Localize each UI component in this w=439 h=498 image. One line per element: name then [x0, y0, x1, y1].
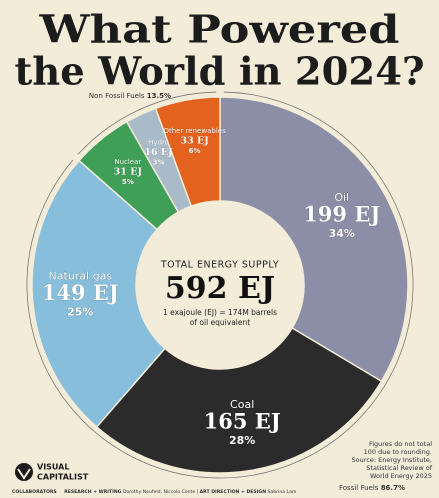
group-label: Fossil Fuels 86.7%: [339, 484, 405, 492]
title-line: the World in 2024?: [15, 49, 425, 94]
group-value: 13.5%: [147, 92, 171, 100]
brand: CAPITALIST: [37, 473, 89, 482]
credit: ART DIRECTION + DESIGN: [200, 489, 267, 495]
slice-name: Oil: [334, 191, 349, 204]
credit: COLLABORATORS: [12, 489, 57, 495]
center-note: of oil equivalent: [190, 318, 250, 327]
source-line: World Energy 2025: [370, 472, 432, 480]
slice-share: 3%: [153, 159, 165, 167]
slice-name: Other renewables: [163, 127, 226, 135]
center-note: 1 exajoule (EJ) = 174M barrels: [163, 308, 277, 317]
slice-share: 28%: [229, 434, 255, 447]
slice-share: 6%: [189, 147, 201, 155]
slice-name: Hydro: [148, 139, 169, 147]
slice-name: Natural gas: [49, 269, 113, 282]
brand-logo: [15, 463, 33, 481]
center-disc: [136, 201, 304, 369]
slice-value: 33 EJ: [180, 136, 209, 147]
slice-name: Nuclear: [114, 158, 141, 166]
group-arc: [77, 91, 217, 155]
center-heading: TOTAL ENERGY SUPPLY: [160, 260, 279, 271]
slice-share: 34%: [329, 227, 355, 240]
center-total: 592 EJ: [165, 271, 275, 306]
group-label: Non Fossil Fuels 13.5%: [89, 92, 171, 100]
slice-share: 5%: [122, 178, 134, 186]
group-name: Fossil Fuels: [339, 484, 379, 492]
slice-value: 199 EJ: [303, 201, 380, 226]
source-line: Figures do not total: [369, 440, 432, 448]
slice-value: 16 EJ: [144, 147, 173, 158]
credit: Dorothy Neufeld, Niccolo Conte: [123, 489, 195, 495]
source-line: Statistical Review of: [366, 464, 432, 472]
brand: VISUAL: [37, 463, 69, 472]
slice-share: 25%: [67, 305, 93, 318]
credits: COLLABORATORS RESEARCH + WRITING Dorothy…: [12, 489, 297, 495]
title-line: What Powered: [38, 7, 399, 52]
group-name: Non Fossil Fuels: [89, 92, 145, 100]
credit: Sabrina Lam: [268, 489, 297, 495]
group-arc: [26, 91, 414, 479]
slice-name: Coal: [230, 398, 254, 411]
group-value: 86.7%: [381, 484, 405, 492]
brand-logo-mark: [17, 468, 31, 480]
slice-value: 31 EJ: [114, 166, 143, 177]
source-line: 100 due to rounding.: [364, 448, 432, 456]
slice-value: 165 EJ: [204, 409, 281, 434]
credit: RESEARCH + WRITING: [64, 489, 121, 495]
slice-value: 149 EJ: [42, 280, 119, 305]
source-line: Source: Energy Institute,: [352, 456, 432, 464]
